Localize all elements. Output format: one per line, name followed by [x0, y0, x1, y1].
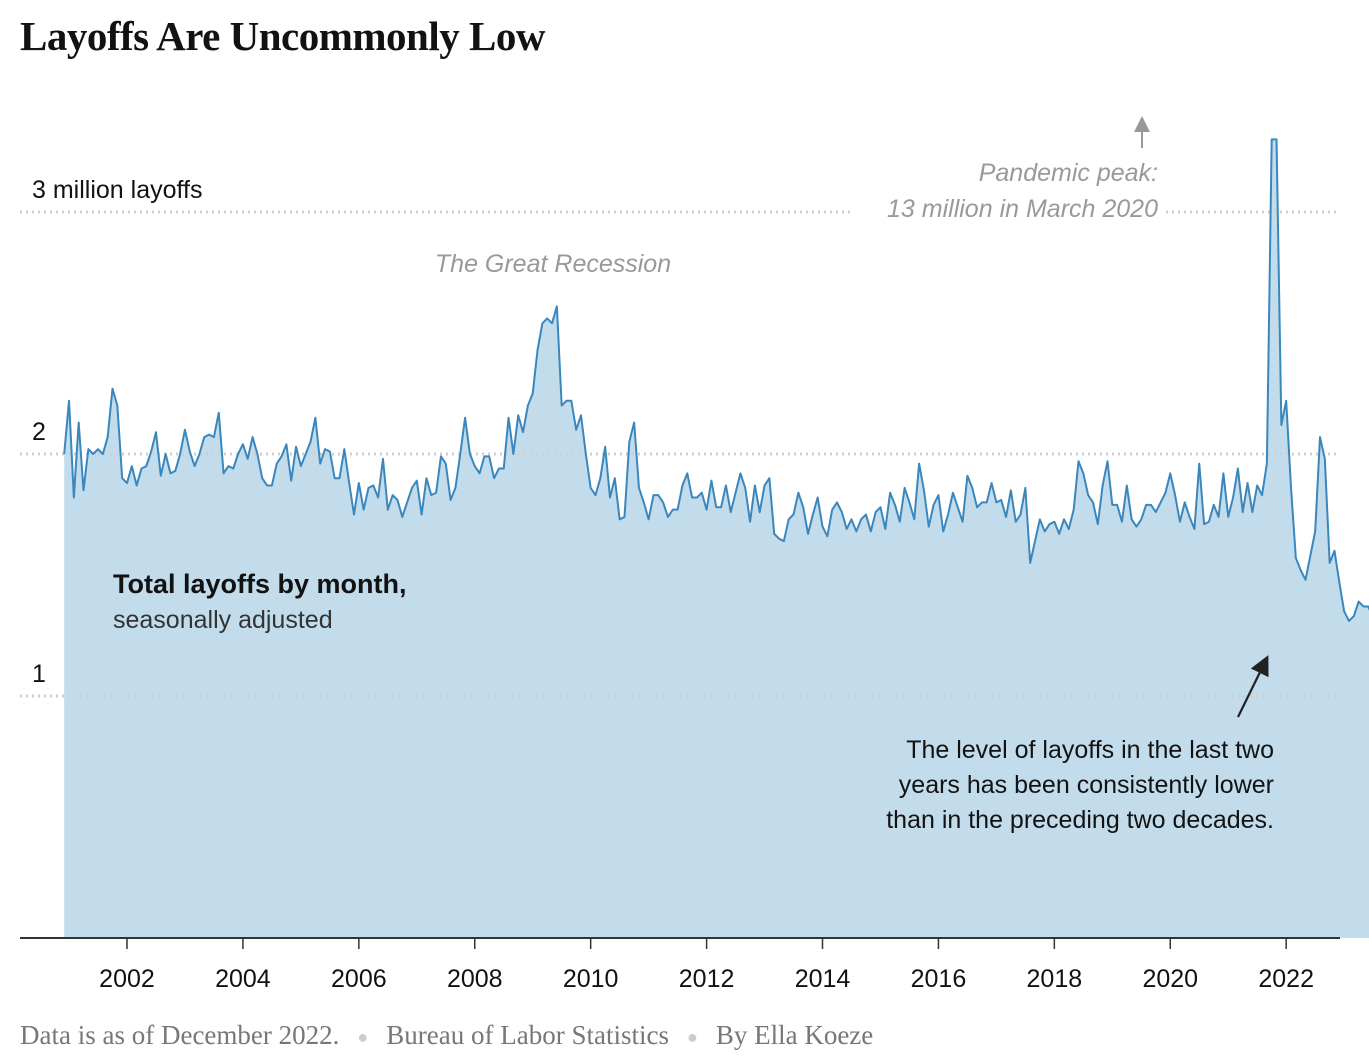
series-label-subtitle: seasonally adjusted [113, 606, 333, 634]
x-tick-label: 2022 [1258, 965, 1314, 993]
source-credit: Bureau of Labor Statistics [386, 1020, 669, 1050]
x-tick-label: 2016 [911, 965, 967, 993]
y-tick-label-1: 1 [32, 660, 46, 688]
pandemic-label-background [852, 154, 1164, 226]
x-tick-label: 2002 [99, 965, 155, 993]
gridlines [20, 210, 1340, 698]
separator-dot-icon: ● [357, 1027, 369, 1048]
recession-annotation: The Great Recession [435, 250, 671, 278]
recent-arrow-icon [1237, 655, 1269, 718]
recent-annotation-line2: years has been consistently lower [899, 771, 1274, 799]
data-note: Data is as of December 2022. [20, 1020, 340, 1050]
x-tick-label: 2010 [563, 965, 619, 993]
x-axis-ticks: 2002 2004 2006 2008 2010 2012 2014 2016 2018 2020… [99, 938, 1314, 993]
x-tick-label: 2020 [1142, 965, 1198, 993]
chart-title: Layoffs Are Uncommonly Low [20, 13, 545, 59]
recent-annotation-line1: The level of layoffs in the last two [906, 736, 1274, 764]
y-tick-label-2: 2 [32, 418, 46, 446]
x-tick-label: 2004 [215, 965, 271, 993]
recent-annotation-line3: than in the preceding two decades. [886, 806, 1274, 834]
layoffs-line [63, 138, 1369, 622]
pandemic-annotation-line1: Pandemic peak: [979, 159, 1158, 187]
x-tick-label: 2018 [1027, 965, 1083, 993]
x-tick-label: 2008 [447, 965, 503, 993]
y-tick-label-3: 3 million layoffs [32, 176, 202, 204]
chart-footer: Data is as of December 2022. ● Bureau of L… [20, 1020, 873, 1051]
series-label-title: Total layoffs by month, [113, 569, 407, 599]
layoffs-area [64, 139, 1369, 938]
x-tick-label: 2006 [331, 965, 387, 993]
pandemic-annotation-line2: 13 million in March 2020 [887, 195, 1158, 223]
separator-dot-icon: ● [686, 1027, 698, 1048]
y-axis-labels: 3 million layoffs 2 1 [32, 176, 202, 688]
byline: By Ella Koeze [715, 1020, 874, 1050]
x-tick-label: 2012 [679, 965, 735, 993]
x-tick-label: 2014 [795, 965, 851, 993]
